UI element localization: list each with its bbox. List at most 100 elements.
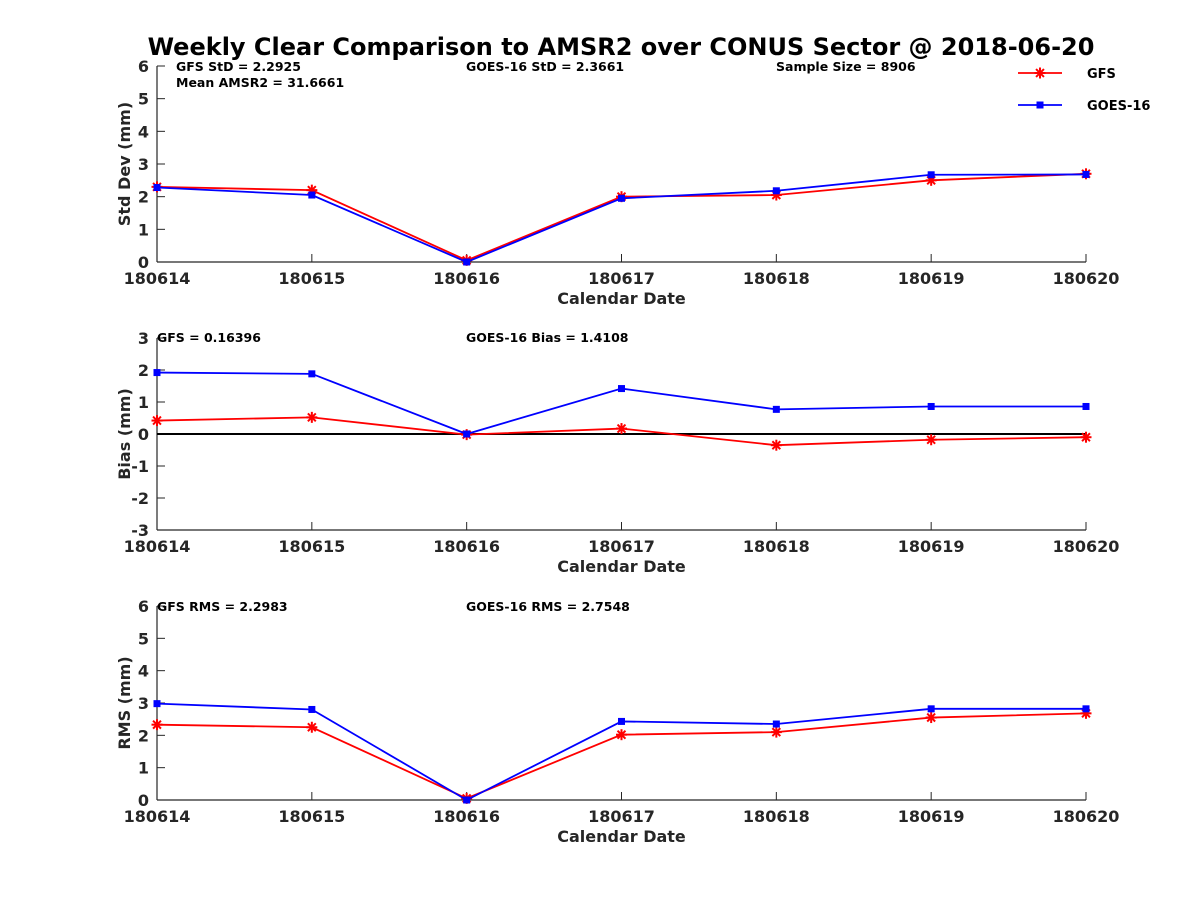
x-tick-label: 180616	[433, 269, 500, 288]
x-tick-label: 180614	[124, 537, 191, 556]
chart-title: Weekly Clear Comparison to AMSR2 over CO…	[148, 33, 1095, 61]
x-axis-label: Calendar Date	[557, 557, 686, 576]
series-gfs	[151, 411, 1092, 451]
x-tick-label: 180619	[898, 269, 965, 288]
panel-3: 0 1 2 3 4 5 6 180614 180615 180616 180617 180618 180…	[115, 597, 1119, 846]
data-point	[618, 385, 625, 393]
series-line	[156, 712, 1087, 800]
y-tick-label: 1	[138, 759, 149, 778]
x-tick-label: 180618	[743, 807, 810, 826]
y-tick-label: 0	[138, 253, 149, 272]
panel-2: -3 -2 -1 0 1 2 3 180614 180615 180616 180617 180618…	[115, 329, 1119, 576]
stat-annotation: GFS StD = 2.2925	[176, 59, 301, 74]
y-tick-label: 6	[138, 57, 149, 76]
y-tick-label: 2	[138, 188, 149, 207]
y-tick-label: 5	[138, 629, 149, 648]
series-line	[156, 172, 1087, 262]
data-point	[463, 430, 471, 438]
x-tick-label: 180615	[278, 269, 345, 288]
y-tick-label: -2	[131, 489, 149, 508]
stat-annotation: Mean AMSR2 = 31.6661	[176, 75, 344, 90]
legend-label: GOES-16	[1087, 99, 1150, 114]
legend-marker	[1034, 67, 1046, 79]
y-tick-label: 0	[138, 425, 149, 444]
x-tick-label: 180620	[1053, 807, 1120, 826]
stat-annotation: GOES-16 StD = 2.3661	[466, 59, 624, 74]
x-tick-label: 180617	[588, 537, 655, 556]
x-tick-label: 180619	[898, 807, 965, 826]
data-point	[1082, 170, 1090, 178]
y-tick-label: 2	[138, 726, 149, 745]
series-goes-16	[153, 170, 1090, 266]
data-point	[618, 194, 625, 202]
stat-annotation: GFS RMS = 2.2983	[157, 599, 288, 614]
x-tick-label: 180614	[124, 807, 191, 826]
data-point	[153, 184, 161, 192]
stat-annotation: GOES-16 Bias = 1.4108	[466, 330, 628, 345]
data-point	[306, 721, 318, 733]
x-tick-label: 180616	[433, 537, 500, 556]
series-goes-16	[153, 700, 1090, 804]
legend: GFS GOES-16	[1018, 67, 1150, 114]
panels: 0 1 2 3 4 5 6 180614 180615 180616 180617 180618 180…	[115, 57, 1119, 846]
data-point	[306, 411, 318, 423]
x-axis-label: Calendar Date	[557, 827, 686, 846]
stat-annotation: GOES-16 RMS = 2.7548	[466, 599, 630, 614]
data-point	[153, 700, 161, 708]
x-tick-label: 180620	[1053, 537, 1120, 556]
legend-entry: GOES-16	[1018, 99, 1150, 114]
x-tick-label: 180617	[588, 807, 655, 826]
y-tick-label: 5	[138, 90, 149, 109]
y-tick-label: 3	[138, 694, 149, 713]
data-point	[772, 187, 780, 195]
y-tick-label: -3	[131, 521, 149, 540]
data-point	[927, 402, 935, 410]
y-tick-label: 1	[138, 220, 149, 239]
y-tick-label: 4	[138, 662, 149, 681]
y-axis-label: RMS (mm)	[115, 656, 134, 749]
data-point	[927, 171, 935, 179]
x-tick-label: 180615	[278, 537, 345, 556]
data-point	[770, 439, 782, 451]
x-tick-label: 180617	[588, 269, 655, 288]
y-tick-label: -1	[131, 457, 149, 476]
data-point	[151, 415, 163, 427]
x-tick-label: 180615	[278, 807, 345, 826]
data-point	[151, 719, 163, 731]
x-tick-label: 180619	[898, 537, 965, 556]
stat-annotation: GFS = 0.16396	[157, 330, 261, 345]
y-tick-label: 4	[138, 122, 149, 141]
data-point	[616, 729, 627, 741]
x-tick-label: 180616	[433, 807, 500, 826]
legend-entry: GFS	[1018, 67, 1116, 82]
data-point	[153, 369, 161, 377]
series-goes-16	[153, 369, 1090, 438]
data-point	[616, 423, 627, 435]
x-tick-label: 180614	[124, 269, 191, 288]
y-axis-label: Bias (mm)	[115, 388, 134, 480]
data-point	[308, 705, 316, 713]
data-point	[308, 370, 316, 378]
x-tick-label: 180618	[743, 269, 810, 288]
panel-1: 0 1 2 3 4 5 6 180614 180615 180616 180617 180618 180…	[115, 57, 1119, 308]
series-gfs	[151, 168, 1092, 266]
y-tick-label: 2	[138, 361, 149, 380]
legend-label: GFS	[1087, 67, 1116, 82]
data-point	[925, 712, 937, 724]
y-tick-label: 1	[138, 393, 149, 412]
data-point	[308, 191, 316, 199]
stat-annotation: Sample Size = 8906	[776, 59, 916, 74]
y-tick-label: 3	[138, 329, 149, 348]
legend-marker	[1036, 101, 1044, 109]
data-point	[772, 405, 780, 413]
data-point	[1082, 402, 1090, 410]
y-tick-label: 3	[138, 155, 149, 174]
data-point	[463, 796, 471, 804]
x-tick-label: 180620	[1053, 269, 1120, 288]
data-point	[927, 705, 935, 713]
data-point	[770, 726, 782, 738]
data-point	[463, 258, 471, 266]
data-point	[1080, 431, 1092, 443]
